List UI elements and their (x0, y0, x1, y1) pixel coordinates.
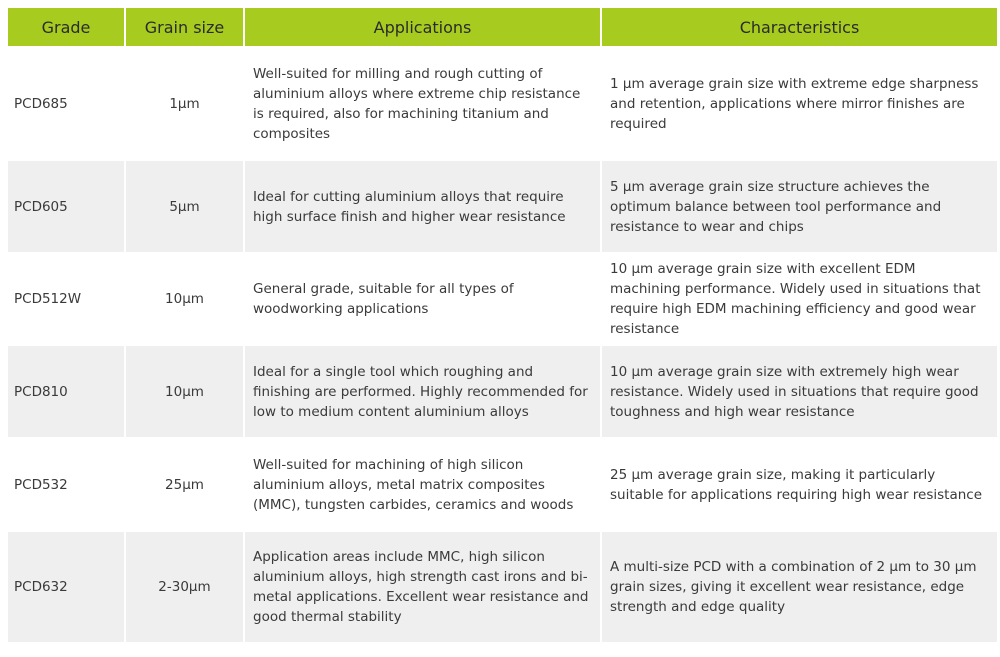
applications-cell: Ideal for a single tool which roughing a… (245, 346, 600, 437)
characteristics-cell: 1 μm average grain size with extreme edg… (602, 48, 997, 159)
grain-size-cell: 1μm (126, 48, 243, 159)
table-row: PCD532 25μm Well-suited for machining of… (8, 439, 997, 530)
grade-cell: PCD632 (8, 532, 124, 642)
header-grade: Grade (8, 8, 124, 46)
grain-size-cell: 25μm (126, 439, 243, 530)
applications-cell: General grade, suitable for all types of… (245, 254, 600, 344)
grain-size-cell: 10μm (126, 346, 243, 437)
applications-cell: Well-suited for machining of high silico… (245, 439, 600, 530)
table-header-row: Grade Grain size Applications Characteri… (8, 8, 997, 46)
table-row: PCD685 1μm Well-suited for milling and r… (8, 48, 997, 159)
header-applications: Applications (245, 8, 600, 46)
characteristics-cell: A multi-size PCD with a combination of 2… (602, 532, 997, 642)
table-row: PCD810 10μm Ideal for a single tool whic… (8, 346, 997, 437)
grain-size-cell: 10μm (126, 254, 243, 344)
characteristics-cell: 5 μm average grain size structure achiev… (602, 161, 997, 252)
grain-size-cell: 2-30μm (126, 532, 243, 642)
header-grain-size: Grain size (126, 8, 243, 46)
grade-cell: PCD810 (8, 346, 124, 437)
applications-cell: Application areas include MMC, high sili… (245, 532, 600, 642)
grade-cell: PCD512W (8, 254, 124, 344)
pcd-grade-table: Grade Grain size Applications Characteri… (6, 6, 999, 644)
table-row: PCD512W 10μm General grade, suitable for… (8, 254, 997, 344)
grade-cell: PCD685 (8, 48, 124, 159)
header-characteristics: Characteristics (602, 8, 997, 46)
characteristics-cell: 10 μm average grain size with extremely … (602, 346, 997, 437)
characteristics-cell: 25 μm average grain size, making it part… (602, 439, 997, 530)
applications-cell: Well-suited for milling and rough cuttin… (245, 48, 600, 159)
characteristics-cell: 10 μm average grain size with excellent … (602, 254, 997, 344)
grade-cell: PCD532 (8, 439, 124, 530)
grain-size-cell: 5μm (126, 161, 243, 252)
applications-cell: Ideal for cutting aluminium alloys that … (245, 161, 600, 252)
grade-cell: PCD605 (8, 161, 124, 252)
table-row: PCD605 5μm Ideal for cutting aluminium a… (8, 161, 997, 252)
table-row: PCD632 2-30μm Application areas include … (8, 532, 997, 642)
grade-table-container: Grade Grain size Applications Characteri… (6, 6, 997, 644)
